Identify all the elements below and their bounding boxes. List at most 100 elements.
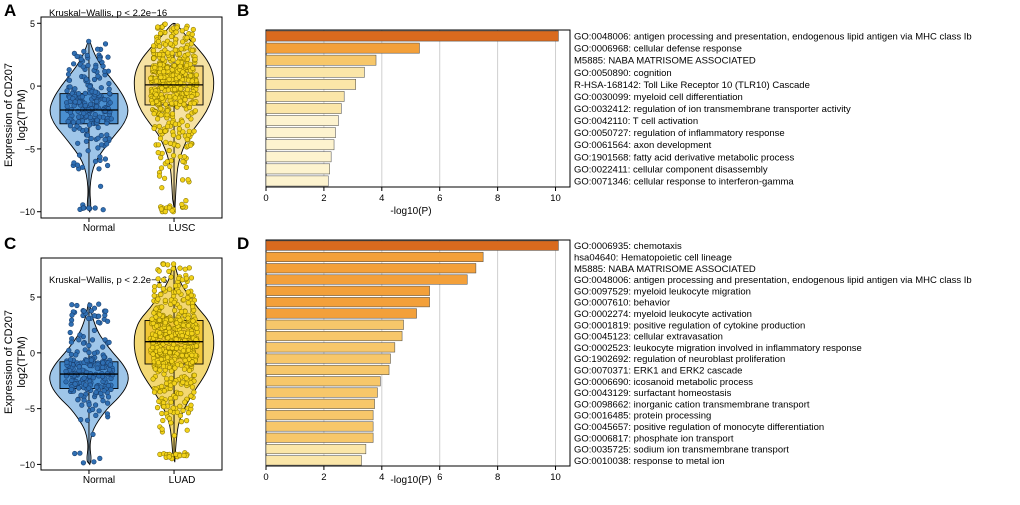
panel-d-bar (265, 387, 378, 398)
panel-b-bar-label: GO:0032412: regulation of ion transmembr… (574, 104, 851, 115)
panel-c-point (157, 312, 163, 318)
panel-c-point (177, 403, 183, 409)
panel-a-point (170, 57, 176, 63)
panel-c-point (182, 357, 188, 364)
panel-a-point (162, 175, 168, 181)
panel-a-point (169, 50, 175, 56)
panel-a-point (156, 123, 162, 129)
panel-a-point (175, 59, 181, 65)
panel-a-point (183, 25, 189, 32)
panel-c-point (172, 307, 178, 314)
panel-b-bar-label: GO:0042110: T cell activation (574, 116, 698, 127)
panel-a-ytick-label: 5 (30, 19, 35, 29)
panel-a-point (190, 65, 196, 71)
panel-a-ytick-label: −10 (20, 207, 35, 217)
panel-a-point (78, 56, 84, 63)
panel-c-point (81, 308, 87, 314)
panel-c-point (173, 395, 179, 401)
panel-c-point (96, 313, 102, 319)
panel-a-point (179, 119, 185, 125)
panel-a-point (190, 26, 196, 33)
panel-a-point (65, 71, 72, 77)
panel-a-point (169, 111, 176, 117)
panel-c-point (178, 391, 184, 397)
panel-c-point (185, 295, 191, 301)
panel-c-point (87, 362, 93, 369)
panel-a-point (93, 64, 99, 70)
panel-c-point (106, 339, 112, 346)
panel-a-point (80, 64, 86, 70)
panel-a-point (157, 135, 164, 141)
panel-a-point (167, 94, 173, 100)
panel-c-violin-chart: Kruskal−Wallis, p < 2.2e−16 Expression o… (3, 257, 223, 486)
panel-c-point (172, 365, 178, 371)
panel-a-point (95, 73, 101, 79)
panel-a-point (97, 183, 104, 189)
panel-a-point (64, 88, 70, 94)
panel-c-point (77, 332, 83, 338)
panel-a-point (193, 72, 199, 78)
panel-d-bar (265, 263, 477, 274)
panel-c-point (185, 323, 191, 329)
panel-c-point (151, 310, 157, 316)
panel-a-point (184, 35, 190, 41)
panel-a-point (167, 140, 174, 146)
panel-d-bar (265, 274, 468, 285)
panel-d-bar (265, 240, 559, 251)
panel-a-point (98, 85, 104, 91)
panel-d-bar-label: GO:0045657: positive regulation of monoc… (574, 422, 824, 433)
panel-d-bar-label: GO:0010038: response to metal ion (574, 456, 725, 467)
panel-a-point (157, 30, 164, 37)
panel-c-point (93, 412, 99, 419)
panel-c-point (177, 317, 183, 323)
panel-d-bar-label: GO:0070371: ERK1 and ERK2 cascade (574, 365, 742, 376)
panel-c-point (171, 432, 177, 439)
panel-c-point (73, 352, 79, 358)
panel-d-bar (265, 398, 375, 409)
panel-a-point (158, 74, 164, 80)
panel-a-point (165, 123, 171, 129)
panel-b-xtick-label: 0 (263, 193, 268, 204)
panel-a-point (183, 198, 189, 204)
panel-c-point (174, 320, 180, 326)
panel-b-bar (265, 139, 335, 151)
panel-c-point (180, 348, 186, 354)
panel-d-xtick-label: 8 (495, 472, 500, 483)
panel-a-point (94, 46, 101, 52)
panel-b-bar (265, 91, 345, 102)
panel-a-point (152, 64, 158, 71)
panel-a-point (151, 55, 157, 61)
panel-c-point (156, 268, 162, 274)
panel-a-point (106, 80, 112, 87)
panel-c-ylabel-line2: log2(TPM) (16, 336, 28, 387)
panel-a-point (82, 102, 88, 109)
panel-c-point (174, 409, 180, 415)
panel-a-point (164, 159, 170, 165)
panel-a-point (177, 98, 183, 104)
panel-a-point (159, 95, 165, 101)
panel-c-point (104, 318, 111, 324)
panel-a-point (87, 83, 93, 90)
panel-b-xlabel: -log10(P) (390, 206, 431, 217)
panel-c-point (85, 315, 92, 322)
panel-c-point (100, 364, 106, 371)
panel-a-point (157, 61, 163, 68)
panel-a-point (107, 100, 113, 106)
panel-a-point (86, 38, 92, 44)
panel-a-point (155, 142, 162, 148)
panel-c-point (194, 325, 200, 331)
panel-a-point (177, 51, 183, 57)
panel-a-point (180, 39, 186, 45)
panel-a-point (184, 136, 190, 142)
panel-c-point (74, 302, 80, 309)
panel-a-point (178, 86, 184, 92)
panel-d-xlabel: -log10(P) (390, 475, 431, 486)
panel-c-point (79, 402, 85, 408)
panel-c-point (89, 337, 96, 343)
panel-c-point (160, 286, 166, 292)
panel-c-point (157, 347, 163, 353)
panel-d-xtick-label: 0 (263, 472, 268, 483)
panel-d-bar (265, 432, 374, 443)
panel-a-point (172, 121, 178, 127)
